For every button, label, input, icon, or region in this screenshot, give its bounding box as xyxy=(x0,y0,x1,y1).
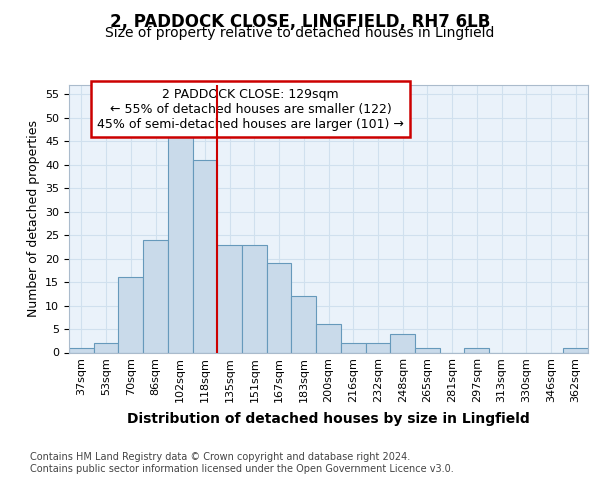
Bar xyxy=(464,348,489,352)
Bar xyxy=(316,324,341,352)
Text: Size of property relative to detached houses in Lingfield: Size of property relative to detached ho… xyxy=(106,26,494,40)
Text: Distribution of detached houses by size in Lingfield: Distribution of detached houses by size … xyxy=(127,412,530,426)
Text: 2, PADDOCK CLOSE, LINGFIELD, RH7 6LB: 2, PADDOCK CLOSE, LINGFIELD, RH7 6LB xyxy=(110,12,490,30)
Bar xyxy=(563,348,588,352)
Bar xyxy=(193,160,217,352)
Bar xyxy=(118,278,143,352)
Text: Contains HM Land Registry data © Crown copyright and database right 2024.
Contai: Contains HM Land Registry data © Crown c… xyxy=(30,452,454,474)
Bar xyxy=(415,348,440,352)
Bar xyxy=(390,334,415,352)
Bar xyxy=(168,136,193,352)
Y-axis label: Number of detached properties: Number of detached properties xyxy=(26,120,40,318)
Bar xyxy=(267,264,292,352)
Bar xyxy=(341,343,365,352)
Bar xyxy=(94,343,118,352)
Bar xyxy=(365,343,390,352)
Text: 2 PADDOCK CLOSE: 129sqm
← 55% of detached houses are smaller (122)
45% of semi-d: 2 PADDOCK CLOSE: 129sqm ← 55% of detache… xyxy=(97,88,404,130)
Bar xyxy=(69,348,94,352)
Bar xyxy=(242,244,267,352)
Bar xyxy=(143,240,168,352)
Bar xyxy=(217,244,242,352)
Bar xyxy=(292,296,316,352)
